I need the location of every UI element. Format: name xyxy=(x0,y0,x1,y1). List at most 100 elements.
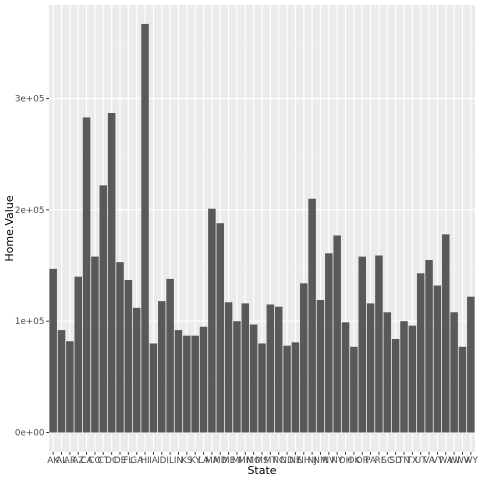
x-tick-label: CT xyxy=(98,456,110,466)
x-tick-label: AR xyxy=(64,456,76,466)
y-axis: 0e+00 1e+05 2e+05 3e+05 xyxy=(15,95,49,439)
x-tick-label: ID xyxy=(157,456,167,466)
x-tick-label: KS xyxy=(181,456,193,466)
bar-oh xyxy=(341,322,350,433)
bar-nh xyxy=(300,283,308,433)
x-tick-label: OH xyxy=(339,456,353,466)
x-tick-label: LA xyxy=(198,456,209,466)
bar-wy xyxy=(467,296,475,433)
bar-ar xyxy=(66,341,74,433)
x-tick-label: DE xyxy=(114,456,126,466)
x-tick-label: SD xyxy=(389,456,402,466)
x-tick-label: IL xyxy=(166,456,174,466)
bar-az xyxy=(74,276,82,433)
bar-ny xyxy=(333,235,341,433)
x-tick-label: OR xyxy=(356,456,369,466)
x-tick-label: OK xyxy=(348,456,361,466)
bar-il xyxy=(166,278,174,433)
x-tick-label: MA xyxy=(205,456,219,466)
bar-ok xyxy=(350,346,358,433)
y-axis-title: Home.Value xyxy=(3,195,16,261)
x-tick-label: NE xyxy=(289,456,301,466)
bar-me xyxy=(224,302,233,433)
bar-ak xyxy=(49,268,57,433)
bar-wa xyxy=(442,234,450,433)
x-tick-label: MN xyxy=(238,456,252,466)
bar-co xyxy=(91,256,99,433)
bar-tx xyxy=(408,325,417,433)
x-tick-label: KY xyxy=(190,456,201,466)
x-tick-label: UT xyxy=(415,456,427,466)
bar-mt xyxy=(266,304,275,433)
x-tick-label: VA xyxy=(423,456,434,466)
x-axis-title: State xyxy=(247,464,276,477)
bar-va xyxy=(425,259,433,433)
x-tick-label: NV xyxy=(323,456,336,466)
x-tick-label: GA xyxy=(130,456,143,466)
y-tick-label: 0e+00 xyxy=(15,429,45,439)
x-tick-label: MS xyxy=(255,456,269,466)
bar-sd xyxy=(391,338,400,433)
bar-hi xyxy=(141,23,149,433)
x-tick-label: WA xyxy=(439,456,453,466)
x-tick-label: NY xyxy=(331,456,344,466)
bar-sc xyxy=(383,312,392,433)
x-tick-label: TX xyxy=(406,456,418,466)
bar-ky xyxy=(191,335,199,433)
x-tick-label: VT xyxy=(432,456,444,466)
bar-ca xyxy=(82,117,91,433)
bar-ut xyxy=(416,273,425,433)
bar-id xyxy=(158,301,166,433)
bar-fl xyxy=(124,279,133,433)
bar-md xyxy=(216,223,224,433)
x-tick-label: WV xyxy=(455,456,470,466)
bar-nc xyxy=(274,306,283,433)
y-tick-label: 2e+05 xyxy=(15,206,45,216)
bar-nd xyxy=(283,345,291,433)
bar-nj xyxy=(308,198,316,433)
x-tick-label: IA xyxy=(149,456,158,466)
bar-dc xyxy=(107,112,116,433)
bar-in xyxy=(174,330,183,433)
x-tick-label: SC xyxy=(381,456,393,466)
bar-mi xyxy=(233,321,241,433)
x-tick-label: MO xyxy=(246,456,261,466)
x-tick-label: FL xyxy=(123,456,133,466)
bar-ri xyxy=(375,255,383,433)
bar-nm xyxy=(316,300,325,433)
x-tick-label: MD xyxy=(213,456,228,466)
x-tick-label: AK xyxy=(47,456,59,466)
bar-ia xyxy=(149,343,158,433)
bar-la xyxy=(199,326,208,433)
bar-ks xyxy=(183,335,191,433)
x-tick-label: CO xyxy=(88,456,101,466)
x-tick-label: AL xyxy=(56,456,67,466)
x-tick-label: PA xyxy=(365,456,376,466)
x-tick-label: ND xyxy=(280,456,294,466)
bar-mn xyxy=(241,303,250,433)
x-tick-label: NC xyxy=(272,456,285,466)
bar-pa xyxy=(366,303,375,433)
x-tick-label: WI xyxy=(448,456,459,466)
y-tick-label: 1e+05 xyxy=(15,317,45,327)
x-tick-label: IN xyxy=(174,456,183,466)
bar-ga xyxy=(132,307,141,433)
x-tick-label: NJ xyxy=(308,456,317,466)
x-tick-label: RI xyxy=(375,456,384,466)
x-tick-label: DC xyxy=(105,456,118,466)
bar-de xyxy=(116,262,124,433)
x-tick-label: MI xyxy=(232,456,242,466)
x-tick-label: CA xyxy=(81,456,93,466)
bar-nv xyxy=(325,253,333,433)
x-tick-label: NM xyxy=(313,456,327,466)
x-tick-label: ME xyxy=(222,456,235,466)
x-tick-label: MT xyxy=(264,456,278,466)
bar-or xyxy=(358,256,366,433)
bar-al xyxy=(57,330,66,433)
bar-tn xyxy=(400,321,408,433)
bars xyxy=(49,23,475,433)
bar-ne xyxy=(291,342,300,433)
x-tick-label: HI xyxy=(140,456,149,466)
